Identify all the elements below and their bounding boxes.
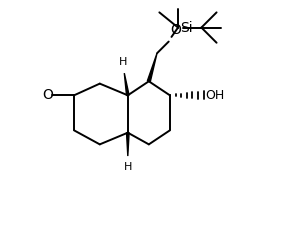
Text: O: O [170, 23, 181, 37]
Text: Si: Si [180, 20, 193, 35]
Text: OH: OH [205, 89, 224, 102]
Polygon shape [147, 53, 157, 82]
Polygon shape [124, 73, 129, 95]
Text: H: H [124, 162, 132, 172]
Text: H: H [119, 57, 127, 67]
Text: O: O [42, 88, 53, 102]
Polygon shape [127, 133, 129, 156]
